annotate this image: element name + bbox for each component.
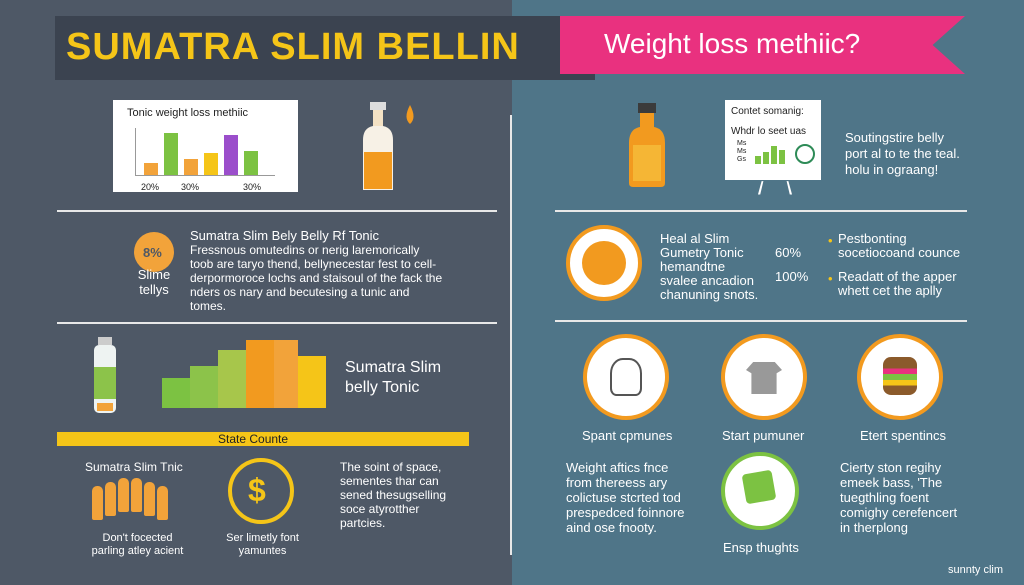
bullet-dot: • — [828, 271, 833, 286]
mid-bullet: whett cet the aplly — [838, 283, 943, 298]
person-icon — [131, 478, 142, 512]
shirt-icon — [721, 334, 807, 420]
chart-plot — [135, 128, 275, 176]
tonic-bottle-icon — [355, 100, 414, 195]
mid-bullet: Readatt of the apper — [838, 269, 957, 284]
person-icon — [157, 486, 168, 520]
board-bar — [771, 146, 777, 164]
divider — [555, 210, 967, 212]
tonic-body: Fressnous omutedins or nerig laremorical… — [190, 243, 443, 313]
icon-label: Etert spentincs — [860, 428, 946, 443]
board-title: Contet somanig: — [731, 106, 804, 117]
check-icon — [795, 144, 815, 164]
board-line: Gs — [737, 156, 746, 163]
mid-line: hemandtne — [660, 259, 726, 274]
board-line: Ms — [737, 148, 747, 155]
chart-bar — [224, 135, 238, 175]
badge-value: 8% — [143, 245, 162, 260]
mid-bullet: Pestbonting — [838, 231, 907, 246]
dollar-coin-icon — [228, 458, 294, 524]
page-subtitle: Weight loss methiic? — [604, 28, 861, 59]
mid-line: Gumetry Tonic — [660, 245, 744, 260]
badge-caption: Slime tellys — [137, 267, 171, 297]
step-bar — [218, 350, 248, 408]
board-line: Ms — [737, 140, 747, 147]
mid-pct: 60% — [775, 245, 802, 260]
step-bar — [274, 340, 298, 408]
shirt-shape — [746, 362, 782, 394]
brand-logo: sunnty clim — [948, 564, 1004, 576]
coin-caption: Ser limetly font yamuntes — [226, 532, 299, 557]
chart-tick: 30% — [181, 182, 200, 192]
icon-label: Start pumuner — [722, 428, 805, 443]
easel-legs — [757, 181, 793, 195]
divider — [57, 322, 497, 324]
percent-badge — [134, 232, 174, 272]
check-badge-icon — [721, 452, 799, 530]
burger-shape — [883, 357, 917, 395]
check-caption: Ensp thughts — [723, 540, 799, 555]
chart-card: Tonic weight loss methiic 20% 30% 30% — [113, 100, 298, 192]
board-bar — [779, 150, 785, 164]
step-bar — [190, 366, 220, 408]
step-chart — [162, 340, 327, 408]
mid-line: svalee ancadion — [660, 273, 754, 288]
bullet-dot: • — [828, 233, 833, 248]
step-bar — [246, 340, 276, 408]
center-divider — [510, 115, 512, 555]
animal-icon — [583, 334, 669, 420]
mid-bullet: socetiocoand counce — [838, 245, 961, 260]
animal-shape — [610, 358, 642, 396]
chart-bar — [184, 159, 198, 175]
mid-line: chanuning snots. — [660, 287, 759, 302]
person-icon — [144, 482, 155, 516]
subtitle-banner — [560, 16, 965, 74]
burger-icon — [857, 334, 943, 420]
orange-fruit — [582, 241, 626, 285]
board-subtitle: Whdr lo seet uas — [731, 126, 807, 137]
syrup-bottle-icon — [625, 103, 669, 194]
person-icon — [105, 482, 116, 516]
product-title: Sumatra Slim belly Tonic — [345, 359, 442, 396]
right-top-text: Soutingstire belly port al to te the tea… — [845, 130, 960, 177]
bottom-left-text: The soint of space, sementes thar can se… — [340, 460, 447, 530]
people-title: Sumatra Slim Tnic — [85, 460, 183, 474]
stats-bar-label: State Counte — [218, 432, 289, 446]
board-bars — [755, 144, 795, 164]
presentation-board: Contet somanig: Whdr lo seet uas Ms Ms G… — [725, 100, 821, 180]
tonic-title: Sumatra Slim Bely Belly Rf Tonic — [190, 228, 380, 243]
person-icon — [92, 486, 103, 520]
step-bar — [162, 378, 192, 408]
people-caption: Don't focected parling atley acient — [91, 532, 184, 557]
coin-symbol: $ — [248, 472, 266, 508]
mid-line: Heal al Slim — [660, 231, 730, 246]
board-bar — [755, 156, 761, 164]
mid-pct: 100% — [775, 269, 809, 284]
person-icon — [118, 478, 129, 512]
chart-title: Tonic weight loss methiic — [127, 107, 249, 119]
product-bottle-icon — [90, 337, 120, 420]
page-title: SUMATRA SLIM BELLIN — [66, 26, 520, 68]
chart-bar — [144, 163, 158, 175]
chart-bar — [244, 151, 258, 175]
bottom-right-left-text: Weight aftics fnce from thereess ary col… — [566, 460, 685, 535]
icon-label: Spant cpmunes — [582, 428, 673, 443]
board-bar — [763, 152, 769, 164]
bottom-right-right-text: Cierty ston regihy emeek bass, 'The tueg… — [840, 460, 958, 535]
chart-tick: 30% — [243, 182, 262, 192]
check-shape — [741, 469, 777, 505]
divider — [555, 320, 967, 322]
chart-bar — [164, 133, 178, 175]
stats-bar — [57, 432, 469, 446]
chart-tick: 20% — [141, 182, 160, 192]
title-banner — [55, 16, 595, 80]
chart-bar — [204, 153, 218, 175]
divider — [57, 210, 497, 212]
step-bar — [298, 356, 326, 408]
people-group-icon — [92, 478, 192, 522]
